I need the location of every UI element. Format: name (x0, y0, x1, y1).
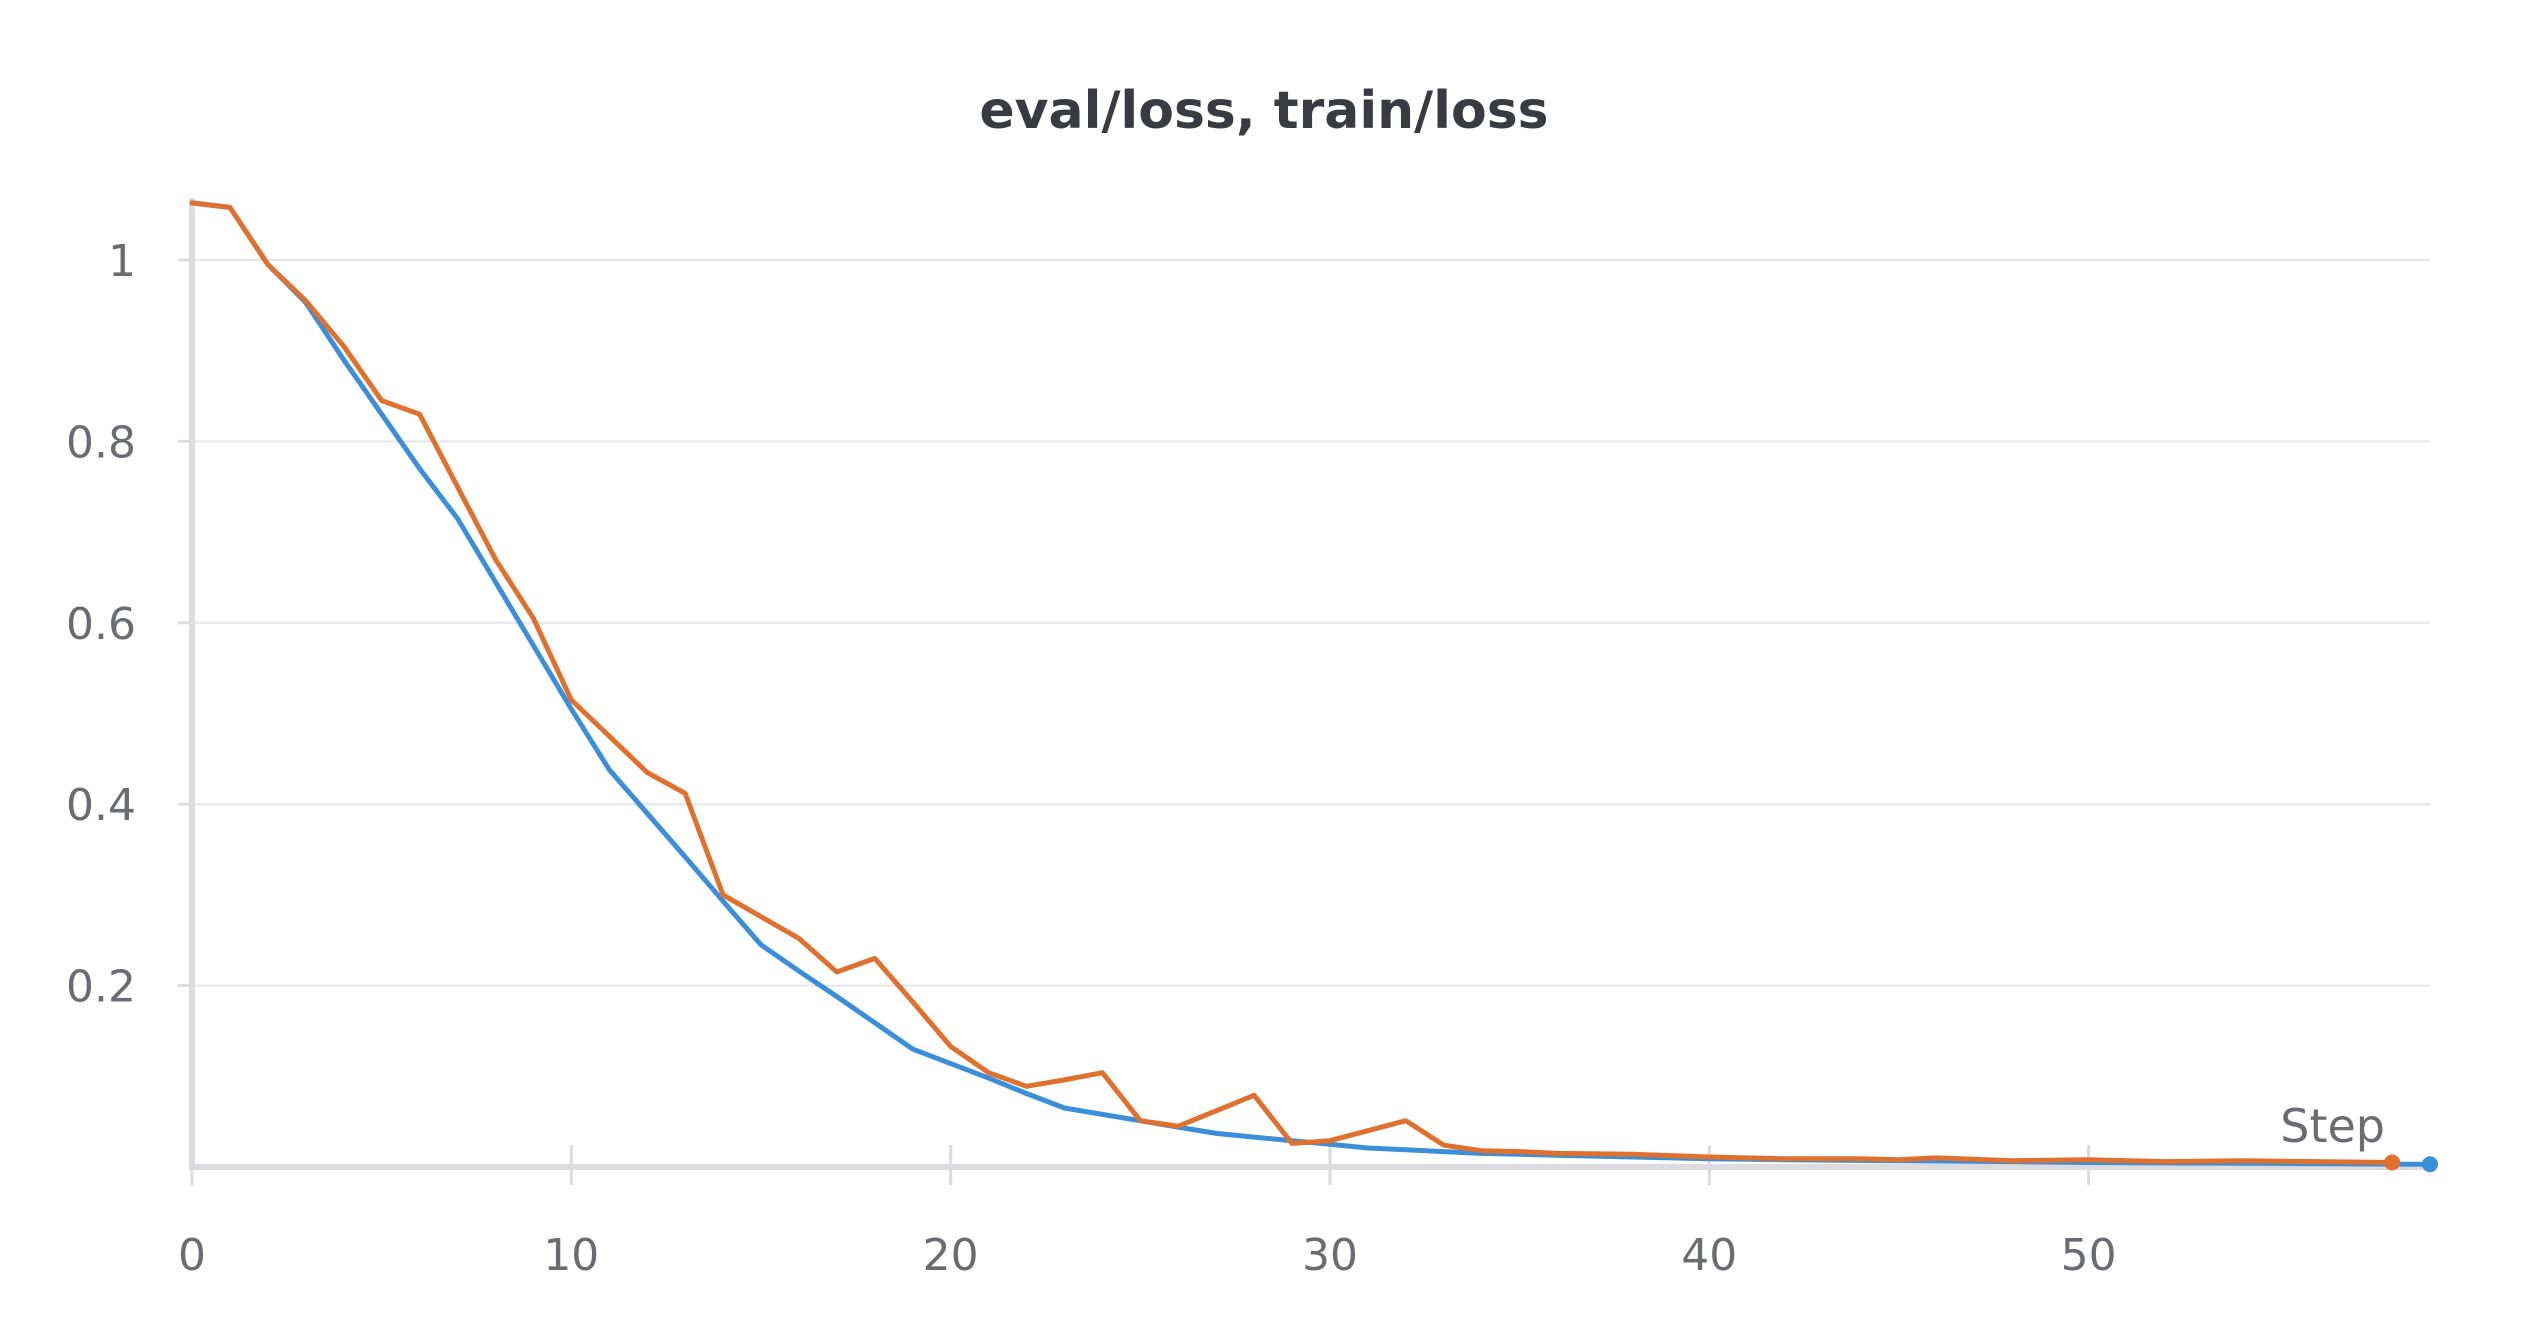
x-tick-label: 30 (1302, 1230, 1358, 1281)
y-tick-label: 0.2 (66, 962, 136, 1013)
grid-lines (192, 259, 2430, 987)
x-tick-label: 10 (543, 1230, 599, 1281)
x-axis: 0 10 20 30 40 50 (178, 1145, 2430, 1281)
x-axis-label: Step (2280, 1099, 2385, 1153)
x-tick-label: 20 (923, 1230, 979, 1281)
chart-title: eval/loss, train/loss (979, 81, 1548, 141)
series-end-marker-0 (2422, 1156, 2438, 1173)
series-line-0 (189, 200, 2433, 1167)
series-end-marker-1 (2384, 1154, 2401, 1171)
series-layer (189, 200, 2438, 1173)
y-tick-label: 1 (108, 236, 136, 287)
y-axis: 0.2 0.4 0.6 0.8 1 (66, 198, 195, 1170)
y-tick-label: 0.8 (66, 417, 136, 468)
x-tick-label: 50 (2061, 1230, 2117, 1281)
series-line-1 (189, 200, 2395, 1165)
x-tick-label: 40 (1681, 1230, 1737, 1281)
x-tick-label: 0 (178, 1230, 206, 1281)
y-tick-label: 0.6 (66, 599, 136, 650)
y-tick-label: 0.4 (66, 780, 136, 831)
